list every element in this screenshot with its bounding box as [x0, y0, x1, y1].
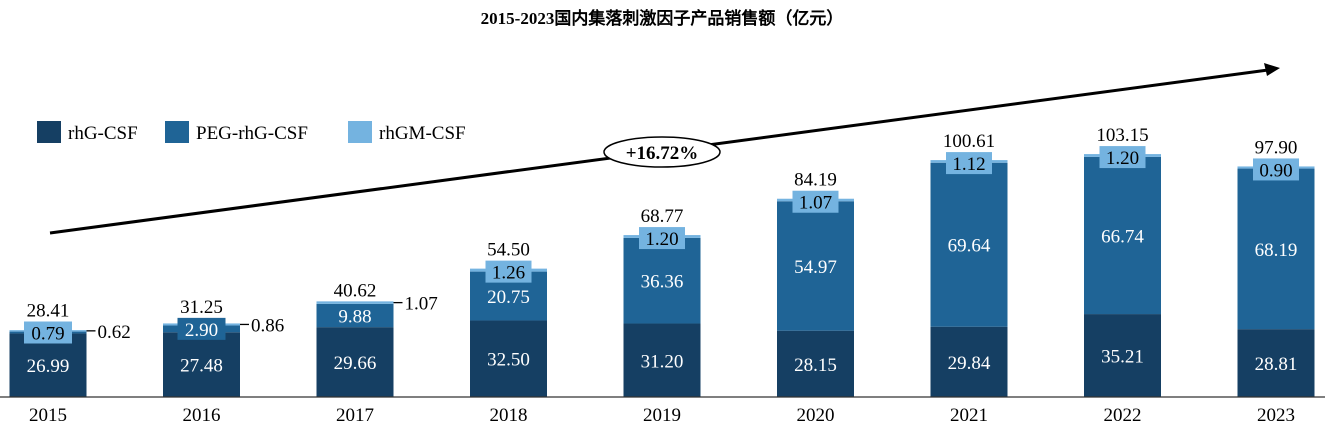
label-total-2017: 40.62 [334, 280, 377, 301]
label-rhg-csf-2023: 28.81 [1255, 354, 1298, 375]
label-box [485, 260, 532, 283]
label-total-2016: 31.25 [180, 297, 223, 318]
bar-peg-rhg-csf-2017 [316, 303, 394, 328]
label-peg-rhg-csf-2016: 2.90 [185, 320, 218, 341]
x-tick-2022: 2022 [1104, 405, 1142, 426]
label-rhgm-csf-2015: 0.62 [98, 322, 131, 343]
bar-peg-rhg-csf-2023 [1237, 168, 1315, 330]
arrow-head-icon [1264, 63, 1280, 76]
bar-rhgm-csf-2017 [316, 301, 394, 304]
label-peg-rhg-csf-2017: 9.88 [338, 307, 371, 328]
bar-rhg-csf-2022 [1084, 314, 1161, 397]
legend-label-rhg-csf: rhG-CSF [68, 123, 138, 144]
bar-peg-rhg-csf-2019 [623, 237, 701, 324]
label-rhgm-csf-2020: 1.07 [799, 193, 832, 214]
label-total-2018: 54.50 [487, 240, 530, 261]
label-total-2021: 100.61 [943, 131, 995, 152]
bar-peg-rhg-csf-2021 [930, 162, 1008, 327]
label-box [1253, 158, 1299, 181]
legend-swatch-rhgm-csf [348, 121, 372, 143]
x-tick-2018: 2018 [490, 405, 528, 426]
label-peg-rhg-csf-2022: 66.74 [1101, 226, 1144, 247]
label-rhg-csf-2019: 31.20 [641, 351, 684, 372]
bar-rhg-csf-2015 [9, 333, 87, 397]
bar-peg-rhg-csf-2022 [1084, 156, 1161, 315]
bar-rhg-csf-2019 [623, 323, 701, 397]
x-tick-2015: 2015 [29, 405, 67, 426]
label-total-2015: 28.41 [27, 301, 70, 322]
label-peg-rhg-csf-2019: 36.36 [641, 272, 684, 293]
legend-label-rhgm-csf: rhGM-CSF [379, 123, 466, 144]
label-peg-rhg-csf-2021: 69.64 [948, 236, 991, 257]
label-peg-rhg-csf-2020: 54.97 [794, 257, 837, 278]
cagr-label: +16.72% [626, 143, 699, 164]
growth-arrow-group: +16.72% [49, 63, 1280, 235]
label-rhgm-csf-2019: 1.20 [645, 229, 678, 250]
label-rhg-csf-2022: 35.21 [1101, 347, 1144, 368]
label-box [792, 190, 839, 213]
x-tick-2019: 2019 [643, 405, 681, 426]
label-rhg-csf-2015: 26.99 [27, 356, 70, 377]
label-box [24, 321, 72, 344]
label-total-2023: 97.90 [1255, 137, 1298, 158]
label-box [639, 227, 685, 250]
chart-title: 2015-2023国内集落刺激因子产品销售额（亿元） [481, 8, 844, 28]
x-tick-2020: 2020 [797, 405, 835, 426]
label-box [177, 317, 226, 340]
legend-label-peg-rhg-csf: PEG-rhG-CSF [196, 123, 308, 144]
legend-swatch-peg-rhg-csf [165, 121, 189, 143]
bars: 26.99 0.79 0.62 28.41 2015 27.48 2.90 0.86 31.25… [9, 125, 1315, 426]
x-tick-2017: 2017 [336, 405, 374, 426]
label-box [946, 152, 992, 175]
x-tick-2023: 2023 [1257, 405, 1295, 426]
label-rhg-csf-2016: 27.48 [180, 356, 223, 377]
label-rhgm-csf-2021: 1.12 [952, 154, 985, 175]
label-rhg-csf-2021: 29.84 [948, 353, 991, 374]
bar-rhg-csf-2017 [316, 327, 394, 397]
label-rhgm-csf-2023: 0.90 [1259, 160, 1292, 181]
label-rhgm-csf-2016: 0.86 [251, 315, 284, 336]
label-rhgm-csf-2018: 1.26 [492, 263, 525, 284]
label-total-2022: 103.15 [1096, 125, 1148, 146]
bar-peg-rhg-csf-2020 [777, 201, 854, 331]
label-rhg-csf-2018: 32.50 [487, 350, 530, 371]
bar-rhg-csf-2021 [930, 326, 1008, 397]
bar-rhg-csf-2020 [777, 330, 854, 397]
bar-rhg-csf-2016 [163, 332, 240, 397]
label-rhg-csf-2017: 29.66 [334, 353, 377, 374]
label-rhg-csf-2020: 28.15 [794, 355, 837, 376]
label-total-2020: 84.19 [794, 170, 837, 191]
legend: rhG-CSF PEG-rhG-CSF rhGM-CSF [37, 121, 466, 144]
label-peg-rhg-csf-2015: 0.79 [31, 324, 64, 345]
x-tick-2016: 2016 [183, 405, 221, 426]
label-rhgm-csf-2022: 1.20 [1106, 148, 1139, 169]
label-total-2019: 68.77 [641, 206, 684, 227]
x-tick-2021: 2021 [950, 405, 988, 426]
label-peg-rhg-csf-2018: 20.75 [487, 287, 530, 308]
label-box [1099, 146, 1146, 169]
label-rhgm-csf-2017: 1.07 [405, 294, 438, 315]
legend-swatch-rhg-csf [37, 121, 61, 143]
bar-rhg-csf-2018 [470, 320, 547, 397]
bar-rhg-csf-2023 [1237, 329, 1315, 397]
cagr-ellipse [603, 136, 721, 168]
label-peg-rhg-csf-2023: 68.19 [1255, 240, 1298, 261]
